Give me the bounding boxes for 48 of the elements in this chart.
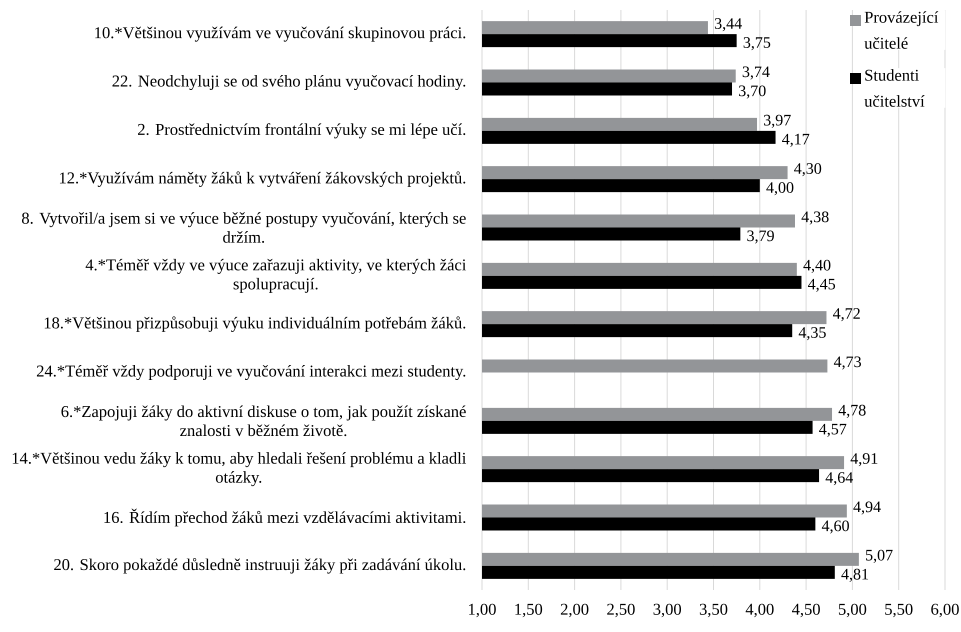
x-tick-label: 2,00 [560, 604, 588, 618]
y-tick-label: 8. Vytvořil/a jsem si ve výuce běžné postupy vyučování, kterých se držím. [22, 212, 466, 243]
legend-label: Studenti učitelství [864, 69, 925, 107]
data-label: 3,97 [764, 114, 791, 128]
data-label: 4,73 [834, 356, 861, 370]
y-tick-label: 20. Skoro pokaždé důsledně instruuji žáky při zadávání úkolu. [54, 558, 466, 574]
data-label: 4,60 [822, 520, 849, 534]
y-tick-label: 2. Prostřednictvím frontální výuky se mi lépe učí. [138, 123, 466, 138]
data-label: 4,78 [838, 404, 866, 418]
x-tick-label: 5,50 [885, 604, 913, 618]
data-label: 4,40 [803, 260, 830, 273]
x-tick-label: 1,50 [515, 604, 542, 618]
y-tick-label: 4.*Téměř vždy ve výuce zařazuji aktivity, ve kterých žáci spolupracují. [86, 258, 466, 293]
x-tick-label: 4,50 [792, 604, 820, 618]
x-tick-label: 1,00 [469, 604, 496, 618]
y-tick-label: 18.*Většinou přizpůsobuji výuku individuálním potřebám žáků. [44, 316, 466, 332]
data-label: 3,75 [744, 37, 770, 50]
data-label: 4,45 [808, 278, 836, 292]
data-label: 4,35 [798, 327, 826, 340]
data-label: 4,81 [841, 568, 868, 582]
x-tick-label: 4,00 [746, 604, 774, 618]
x-tick-label: 3,50 [700, 604, 728, 618]
data-label: 4,94 [853, 501, 881, 515]
x-tick-label: 5,00 [838, 604, 866, 618]
data-label: 4,64 [826, 472, 854, 486]
data-label: 4,72 [832, 308, 860, 322]
y-tick-label: 16. Řídím přechod žáků mezi vzdělávacími aktivitami. [104, 508, 466, 526]
data-label: 4,17 [782, 134, 810, 147]
x-tick-label: 6,00 [931, 604, 959, 618]
data-label: 4,57 [819, 424, 846, 437]
data-label: 4,30 [794, 163, 822, 176]
x-tick-label: 3,00 [654, 604, 682, 618]
data-label: 3,79 [747, 230, 774, 244]
y-tick-label: 14.*Většinou vedu žáky k tomu, aby hledali řešení problému a kladli otázky. [12, 452, 466, 486]
data-label: 3,74 [742, 66, 770, 80]
y-tick-label: 12.*Využívám náměty žáků k vytváření žákovských projektů. [60, 171, 466, 187]
y-tick-label: 22. Neodchyluji se od svého plánu vyučovací hodiny. [112, 74, 466, 90]
legend-label: Provázející učitelé [864, 11, 938, 49]
data-label: 4,00 [766, 182, 794, 196]
data-label: 3,44 [714, 18, 742, 32]
data-label: 4,91 [850, 453, 878, 466]
data-label: 3,70 [738, 85, 766, 99]
x-tick-label: 2,50 [607, 604, 635, 618]
y-tick-label: 6.*Zapojuji žáky do aktivní diskuse o tom, jak použít získané znalosti v běžném životě. [61, 405, 466, 436]
data-label: 5,07 [866, 550, 893, 563]
y-tick-label: 24.*Téměř vždy podporuji ve vyučování interakci mezi studenty. [36, 364, 466, 380]
data-label: 4,38 [802, 211, 829, 225]
y-tick-label: 10.*Většinou využívám ve vyučování skupinovou práci. [95, 26, 466, 42]
